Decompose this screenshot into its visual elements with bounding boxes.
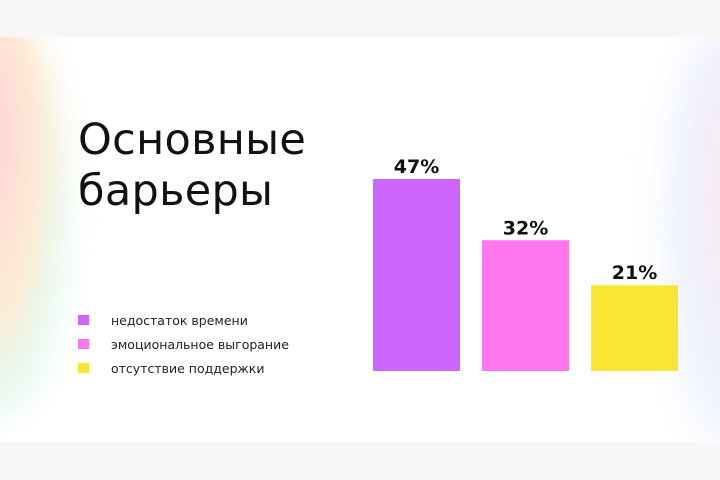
slide-title-line-2: барьеры	[78, 166, 274, 216]
bar-2	[482, 240, 569, 371]
legend-label: эмоциональное выгорание	[111, 336, 289, 352]
slide: Основные барьеры недостаток времени эмоц…	[0, 37, 720, 442]
bar-value-label: 47%	[394, 156, 439, 178]
legend-swatch	[78, 363, 89, 373]
legend-label: отсутствие поддержки	[111, 360, 265, 376]
legend-item: отсутствие поддержки	[78, 356, 289, 380]
bar-value-label: 32%	[503, 217, 548, 239]
bar-chart: 47% 32% 21%	[373, 156, 678, 371]
bar-3	[591, 285, 678, 371]
bar-1	[373, 179, 460, 371]
legend-swatch	[78, 339, 89, 349]
bar-value-label: 21%	[612, 262, 657, 284]
chart-legend: недостаток времени эмоциональное выгоран…	[78, 308, 289, 380]
legend-item: эмоциональное выгорание	[78, 332, 289, 356]
legend-swatch	[78, 315, 89, 325]
slide-title-line-1: Основные	[78, 115, 307, 165]
decorative-gradient-left	[0, 37, 70, 417]
slide-title: Основные барьеры	[78, 115, 306, 217]
legend-label: недостаток времени	[111, 312, 248, 328]
legend-item: недостаток времени	[78, 308, 289, 332]
